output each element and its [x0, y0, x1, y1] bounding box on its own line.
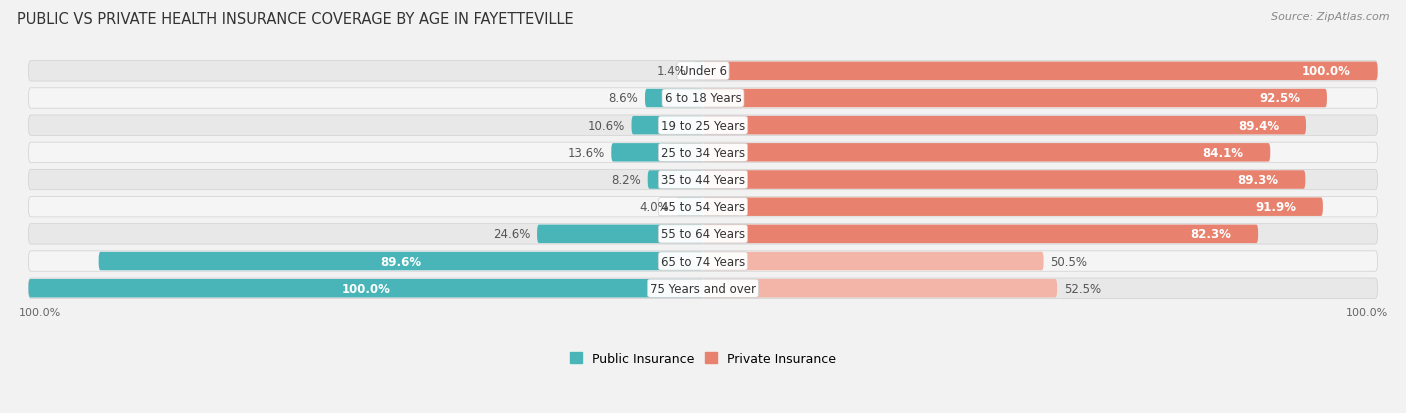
- Text: 89.3%: 89.3%: [1237, 173, 1278, 187]
- FancyBboxPatch shape: [703, 225, 1258, 244]
- Text: 19 to 25 Years: 19 to 25 Years: [661, 119, 745, 132]
- FancyBboxPatch shape: [703, 279, 1057, 298]
- Text: 8.6%: 8.6%: [609, 92, 638, 105]
- FancyBboxPatch shape: [28, 116, 1378, 136]
- Text: 89.4%: 89.4%: [1237, 119, 1279, 132]
- FancyBboxPatch shape: [28, 279, 703, 298]
- FancyBboxPatch shape: [28, 197, 1378, 217]
- FancyBboxPatch shape: [28, 224, 1378, 244]
- Text: 91.9%: 91.9%: [1256, 201, 1296, 214]
- FancyBboxPatch shape: [28, 170, 1378, 190]
- FancyBboxPatch shape: [703, 116, 1306, 135]
- Text: 100.0%: 100.0%: [18, 307, 60, 317]
- FancyBboxPatch shape: [612, 144, 703, 162]
- Text: 84.1%: 84.1%: [1202, 147, 1243, 159]
- Text: 89.6%: 89.6%: [380, 255, 422, 268]
- Text: 100.0%: 100.0%: [1346, 307, 1388, 317]
- Text: 100.0%: 100.0%: [1302, 65, 1351, 78]
- Text: 1.4%: 1.4%: [657, 65, 686, 78]
- Text: Source: ZipAtlas.com: Source: ZipAtlas.com: [1271, 12, 1389, 22]
- FancyBboxPatch shape: [703, 90, 1327, 108]
- Text: 75 Years and over: 75 Years and over: [650, 282, 756, 295]
- Text: Under 6: Under 6: [679, 65, 727, 78]
- Text: 52.5%: 52.5%: [1064, 282, 1101, 295]
- Text: 82.3%: 82.3%: [1191, 228, 1232, 241]
- FancyBboxPatch shape: [645, 90, 703, 108]
- FancyBboxPatch shape: [28, 89, 1378, 109]
- FancyBboxPatch shape: [703, 171, 1305, 189]
- FancyBboxPatch shape: [28, 251, 1378, 272]
- Legend: Public Insurance, Private Insurance: Public Insurance, Private Insurance: [565, 347, 841, 370]
- Text: 35 to 44 Years: 35 to 44 Years: [661, 173, 745, 187]
- FancyBboxPatch shape: [703, 198, 1323, 216]
- Text: 92.5%: 92.5%: [1258, 92, 1301, 105]
- FancyBboxPatch shape: [648, 171, 703, 189]
- FancyBboxPatch shape: [28, 143, 1378, 163]
- FancyBboxPatch shape: [676, 198, 703, 216]
- Text: PUBLIC VS PRIVATE HEALTH INSURANCE COVERAGE BY AGE IN FAYETTEVILLE: PUBLIC VS PRIVATE HEALTH INSURANCE COVER…: [17, 12, 574, 27]
- FancyBboxPatch shape: [98, 252, 703, 271]
- Text: 55 to 64 Years: 55 to 64 Years: [661, 228, 745, 241]
- Text: 50.5%: 50.5%: [1050, 255, 1087, 268]
- Text: 100.0%: 100.0%: [342, 282, 391, 295]
- FancyBboxPatch shape: [537, 225, 703, 244]
- FancyBboxPatch shape: [631, 116, 703, 135]
- Text: 24.6%: 24.6%: [494, 228, 530, 241]
- FancyBboxPatch shape: [28, 62, 1378, 82]
- FancyBboxPatch shape: [703, 144, 1270, 162]
- Text: 25 to 34 Years: 25 to 34 Years: [661, 147, 745, 159]
- FancyBboxPatch shape: [693, 62, 703, 81]
- Text: 10.6%: 10.6%: [588, 119, 624, 132]
- Text: 13.6%: 13.6%: [567, 147, 605, 159]
- FancyBboxPatch shape: [703, 252, 1043, 271]
- Text: 65 to 74 Years: 65 to 74 Years: [661, 255, 745, 268]
- Text: 6 to 18 Years: 6 to 18 Years: [665, 92, 741, 105]
- Text: 4.0%: 4.0%: [640, 201, 669, 214]
- Text: 45 to 54 Years: 45 to 54 Years: [661, 201, 745, 214]
- FancyBboxPatch shape: [703, 62, 1378, 81]
- FancyBboxPatch shape: [28, 278, 1378, 299]
- Text: 8.2%: 8.2%: [612, 173, 641, 187]
